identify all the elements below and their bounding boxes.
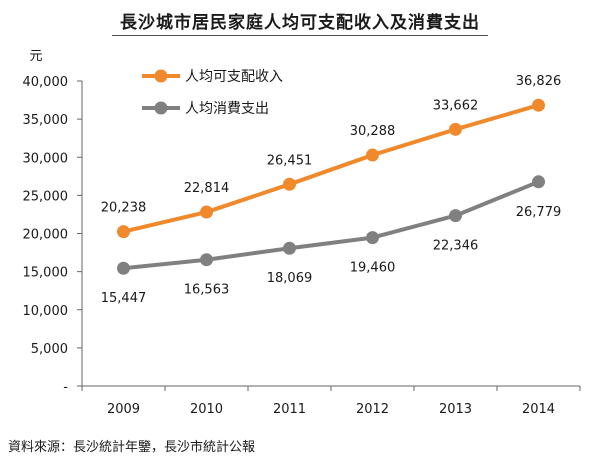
data-point bbox=[449, 122, 462, 136]
x-tick-label: 2014 bbox=[522, 402, 555, 417]
x-tick-label: 2011 bbox=[273, 402, 306, 417]
source-note: 資料來源：長沙統計年鑒，長沙市統計公報 bbox=[8, 440, 256, 455]
y-axis: - 5,000 10,000 15,000 20,000 25,000 30,000 35,0… bbox=[23, 75, 83, 395]
x-axis: 2009 2010 2011 2012 2013 2014 bbox=[81, 385, 581, 417]
x-tick-label: 2012 bbox=[356, 402, 389, 417]
legend-entry-2: 人均消費支出 bbox=[142, 101, 269, 117]
data-point bbox=[117, 225, 130, 239]
series-2: 15,447 16,563 18,069 19,460 22,346 26,779 bbox=[101, 175, 562, 306]
data-point bbox=[366, 148, 379, 162]
data-point bbox=[200, 253, 213, 267]
y-axis-unit-label: 元 bbox=[29, 49, 42, 64]
data-label: 30,288 bbox=[350, 124, 396, 139]
line-chart: 元 - 5,000 10,000 15,000 20,000 25,000 30,000 35… bbox=[23, 49, 581, 417]
data-point bbox=[117, 261, 130, 275]
data-point bbox=[366, 231, 379, 245]
data-label: 22,346 bbox=[433, 239, 479, 254]
data-point bbox=[283, 241, 296, 255]
series-line bbox=[123, 179, 540, 271]
series-1: 20,238 22,814 26,451 30,288 33,662 36,826 bbox=[101, 74, 562, 239]
chart-title: 長沙城市居民家庭人均可支配收入及消費支出 bbox=[120, 13, 480, 33]
data-label: 26,451 bbox=[267, 153, 313, 168]
data-point bbox=[532, 98, 545, 112]
title-underline bbox=[112, 35, 488, 36]
data-label: 26,779 bbox=[516, 205, 562, 220]
x-tick-label: 2013 bbox=[439, 402, 472, 417]
y-tick-label: 5,000 bbox=[31, 342, 68, 357]
series-line bbox=[123, 103, 540, 234]
data-point bbox=[449, 209, 462, 223]
legend-marker bbox=[154, 101, 168, 115]
legend-entry-1: 人均可支配收入 bbox=[142, 69, 283, 85]
data-label: 36,826 bbox=[516, 74, 562, 89]
data-label: 16,563 bbox=[184, 283, 230, 298]
data-point bbox=[283, 177, 296, 191]
x-tick-label: 2009 bbox=[107, 402, 140, 417]
data-point bbox=[532, 175, 545, 189]
y-tick-label: 30,000 bbox=[23, 151, 69, 166]
x-tick-label: 2010 bbox=[190, 402, 223, 417]
data-point bbox=[200, 205, 213, 219]
data-label: 19,460 bbox=[350, 261, 396, 276]
y-tick-label: 15,000 bbox=[23, 266, 69, 281]
y-tick-label: 35,000 bbox=[23, 113, 69, 128]
series-layer: 20,238 22,814 26,451 30,288 33,662 36,826 15,4… bbox=[101, 74, 562, 306]
legend-label: 人均可支配收入 bbox=[185, 69, 283, 85]
data-label: 20,238 bbox=[101, 201, 147, 216]
legend-label: 人均消費支出 bbox=[185, 101, 269, 117]
legend-marker bbox=[154, 69, 168, 83]
y-tick-label: 40,000 bbox=[23, 75, 69, 90]
y-tick-label: 10,000 bbox=[23, 304, 69, 319]
data-label: 33,662 bbox=[433, 98, 479, 113]
data-label: 22,814 bbox=[184, 181, 230, 196]
data-label: 15,447 bbox=[101, 291, 147, 306]
y-tick-label: 20,000 bbox=[23, 228, 69, 243]
y-tick-label: 25,000 bbox=[23, 189, 69, 204]
data-label: 18,069 bbox=[267, 271, 313, 286]
y-tick-label: - bbox=[63, 380, 68, 395]
